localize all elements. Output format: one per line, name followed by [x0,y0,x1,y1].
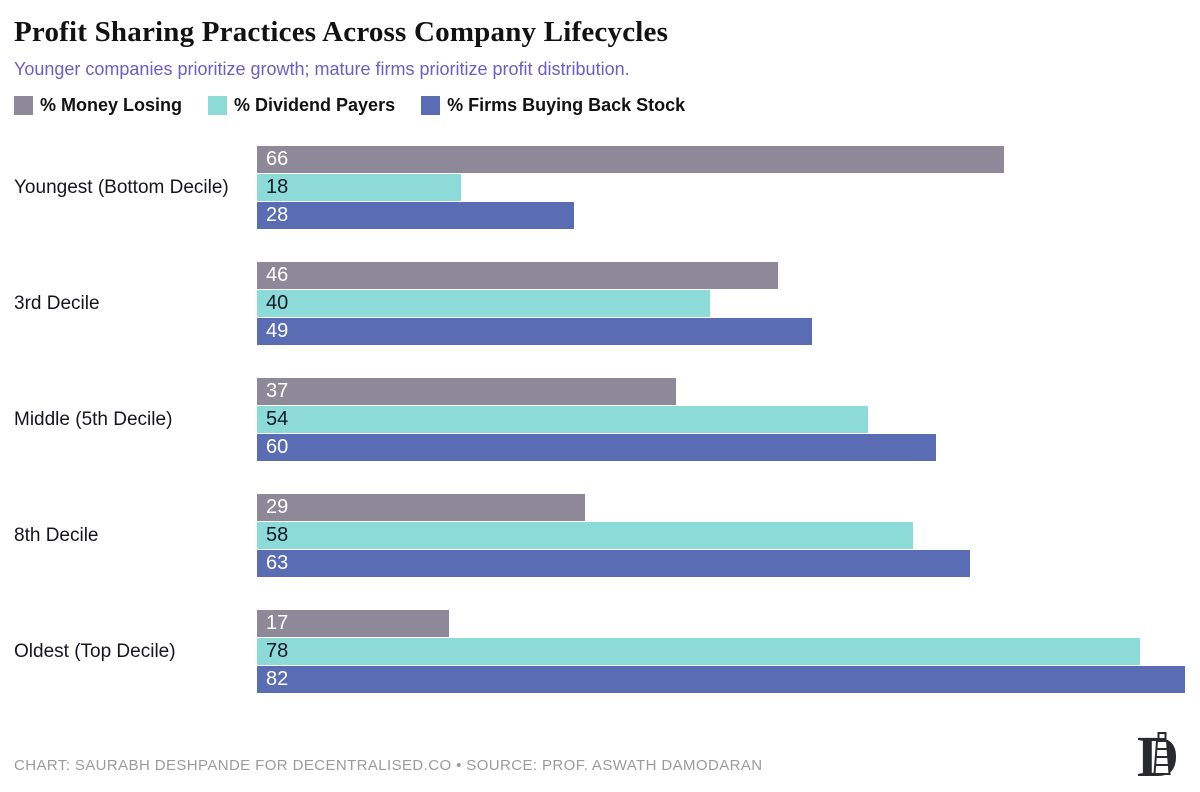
chart-group: Middle (5th Decile) 37 54 60 [14,378,1185,461]
legend-label: % Dividend Payers [234,95,396,115]
legend-swatch-icon [208,96,228,115]
bar-track: 17 78 82 [257,610,1185,693]
legend-item-money-losing: % Money Losing [14,95,182,116]
category-label: Youngest (Bottom Decile) [14,176,229,198]
bar-dividend-payers: 18 [257,174,461,201]
category-label: 3rd Decile [14,292,100,314]
legend-item-dividend-payers: % Dividend Payers [208,95,395,116]
chart-group: Oldest (Top Decile) 17 78 82 [14,610,1185,693]
legend-label: % Firms Buying Back Stock [447,95,686,115]
legend-swatch-icon [421,96,441,115]
bar-buyback: 49 [257,318,812,345]
legend: % Money Losing % Dividend Payers % Firms B… [14,95,1200,116]
bar-track: 66 18 28 [257,146,1185,229]
bar-dividend-payers: 40 [257,290,710,317]
bar-chart: Youngest (Bottom Decile) 66 18 28 3rd Decile… [14,146,1200,693]
bar-money-losing: 66 [257,146,1004,173]
bar-dividend-payers: 58 [257,522,914,549]
chart-title: Profit Sharing Practices Across Company … [14,16,669,48]
bar-money-losing: 29 [257,494,586,521]
legend-swatch-icon [14,96,33,115]
chart-group: 3rd Decile 46 40 49 [14,262,1185,345]
bar-dividend-payers: 54 [257,406,869,433]
bar-buyback: 63 [257,550,970,577]
decentralised-logo-icon: D [1137,724,1179,786]
category-label: Oldest (Top Decile) [14,640,176,662]
bar-buyback: 82 [257,666,1185,693]
bar-dividend-payers: 78 [257,638,1140,665]
lighthouse-icon [1153,732,1171,775]
category-label: Middle (5th Decile) [14,408,173,430]
chart-subtitle: Younger companies prioritize growth; mat… [14,59,630,79]
bar-track: 46 40 49 [257,262,1185,345]
bar-money-losing: 17 [257,610,450,637]
footer-credit: CHART: SAURABH DESHPANDE FOR DECENTRALIS… [14,757,763,774]
bar-buyback: 60 [257,434,937,461]
legend-label: % Money Losing [40,95,183,115]
chart-group: Youngest (Bottom Decile) 66 18 28 [14,146,1185,229]
legend-item-buyback: % Firms Buying Back Stock [421,95,685,116]
bar-money-losing: 46 [257,262,778,289]
category-label: 8th Decile [14,524,99,546]
bar-buyback: 28 [257,202,574,229]
bar-track: 37 54 60 [257,378,1185,461]
chart-group: 8th Decile 29 58 63 [14,494,1185,577]
bar-track: 29 58 63 [257,494,1185,577]
bar-money-losing: 37 [257,378,676,405]
